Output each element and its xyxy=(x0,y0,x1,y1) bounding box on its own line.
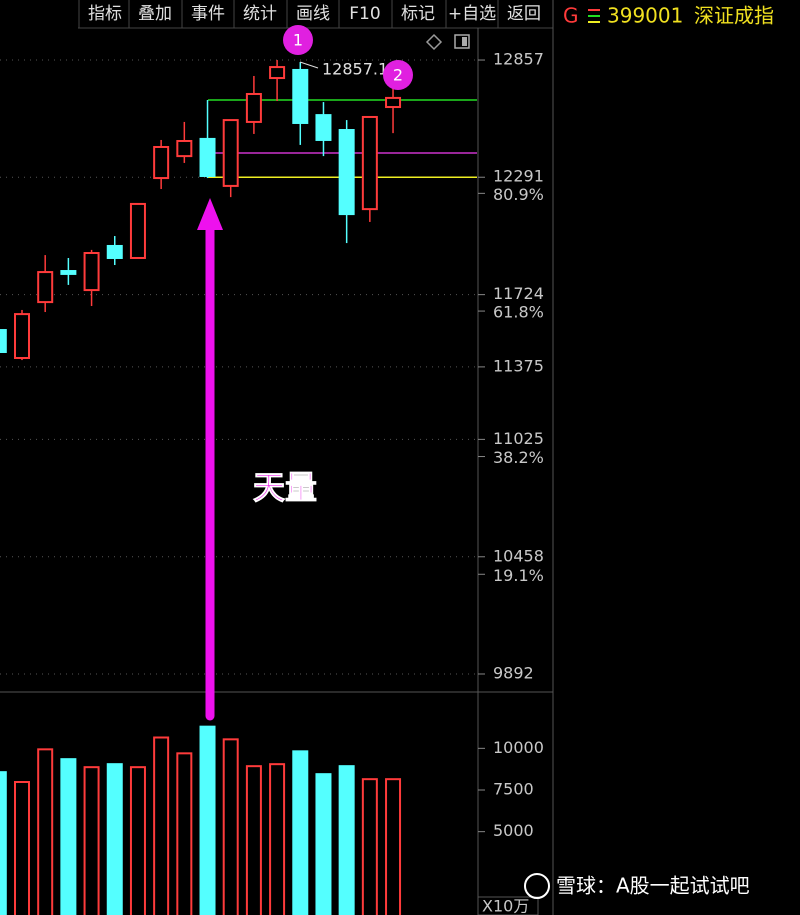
header-marker: G xyxy=(563,4,579,28)
y-tick-label: 10000 xyxy=(493,738,544,757)
volume-bar xyxy=(153,736,170,915)
candle-body xyxy=(385,96,402,109)
peak-pointer xyxy=(299,61,319,69)
toolbar-button[interactable]: 指标 xyxy=(88,4,122,24)
y-tick-label: 10458 xyxy=(493,546,544,565)
volume-bar xyxy=(0,771,7,915)
annotation-text: 天量 xyxy=(253,469,317,507)
y-tick-label: 12291 xyxy=(493,167,544,186)
candle-body xyxy=(199,137,216,177)
candle-body xyxy=(361,115,378,211)
arrow-head xyxy=(197,198,223,230)
y-tick-label: 9892 xyxy=(493,663,534,682)
candle-body xyxy=(245,92,262,123)
volume-bar xyxy=(176,752,193,915)
marker-label: 1 xyxy=(293,31,303,50)
volume-bar xyxy=(14,781,30,915)
candle-body xyxy=(129,202,146,259)
watermark: 雪球：A股一起试试吧 xyxy=(556,874,750,898)
toolbar-button[interactable]: 画线 xyxy=(296,4,330,24)
volume-bar xyxy=(269,763,286,915)
candle-body xyxy=(60,270,77,275)
volume-bar xyxy=(222,738,239,915)
y2-tick-label: 61.8% xyxy=(493,303,544,322)
volume-bar xyxy=(83,766,100,915)
toolbar-button[interactable]: +自选 xyxy=(448,4,496,24)
toolbar-button[interactable]: 统计 xyxy=(243,4,277,24)
window-icon[interactable] xyxy=(454,34,470,49)
volume-bar xyxy=(106,763,123,915)
candle-body xyxy=(315,114,332,141)
candle-body xyxy=(153,145,170,180)
unit-box xyxy=(477,896,539,915)
volume-bar xyxy=(60,758,77,915)
volume-bar xyxy=(385,778,402,915)
volume-bar xyxy=(129,766,146,915)
marker-circle xyxy=(283,25,313,55)
y2-tick-label: 38.2% xyxy=(493,448,544,467)
volume-bar xyxy=(245,765,262,915)
peak-label: 12857.1 xyxy=(322,60,388,79)
y-tick-label: 11375 xyxy=(493,356,544,375)
candle-body xyxy=(222,119,239,187)
toolbar-button[interactable]: 标记 xyxy=(401,4,435,24)
candle-body xyxy=(176,139,193,158)
candle-body xyxy=(37,271,54,304)
volume-bar xyxy=(315,773,332,915)
toolbar-button[interactable]: 事件 xyxy=(191,4,225,24)
header-code: 399001 xyxy=(607,4,683,28)
candle-body xyxy=(338,129,355,216)
diamond-icon[interactable] xyxy=(425,33,443,51)
volume-bar xyxy=(361,778,378,915)
y-tick-label: 11025 xyxy=(493,429,544,448)
volume-bar xyxy=(338,765,355,915)
y-tick-label: 12857 xyxy=(493,50,544,69)
volume-bar xyxy=(292,750,309,915)
marker-label: 2 xyxy=(393,66,403,85)
volume-unit: X10万 xyxy=(482,897,529,915)
toolbar-button[interactable]: 返回 xyxy=(507,4,541,24)
watermark-logo xyxy=(524,873,550,899)
header-name: 深证成指 xyxy=(694,4,774,28)
candle-body xyxy=(292,68,309,124)
volume-bar xyxy=(37,748,54,915)
window-icon-fill xyxy=(462,37,467,46)
toolbar-button[interactable]: F10 xyxy=(349,4,380,24)
candle-body xyxy=(0,329,7,353)
candle-body xyxy=(83,252,100,292)
y2-tick-label: 80.9% xyxy=(493,185,544,204)
candle-body xyxy=(14,313,30,359)
y-tick-label: 11724 xyxy=(493,284,544,303)
volume-bar xyxy=(199,725,216,915)
y-tick-label: 7500 xyxy=(493,780,534,799)
toolbar-button[interactable]: 叠加 xyxy=(138,4,172,24)
candle-body xyxy=(106,244,123,259)
candle-body xyxy=(269,66,286,80)
menu-icon xyxy=(588,9,600,23)
marker-circle xyxy=(383,60,413,90)
y2-tick-label: 19.1% xyxy=(493,566,544,585)
y-tick-label: 5000 xyxy=(493,821,534,840)
